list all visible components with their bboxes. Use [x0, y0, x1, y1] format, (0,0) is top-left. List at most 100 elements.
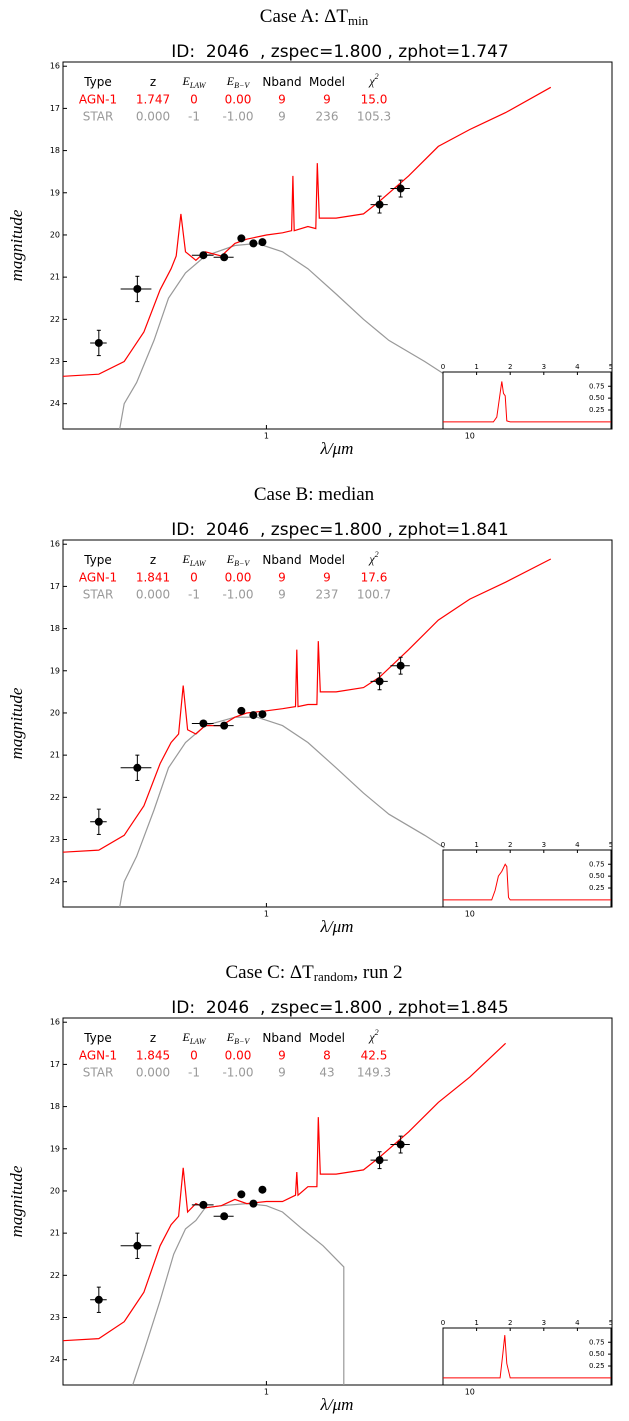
x-tick-label: 10 — [465, 910, 475, 919]
subscript: LAW — [189, 559, 207, 568]
table-cell: 105.3 — [357, 110, 391, 124]
table-cell: 0.00 — [225, 571, 252, 585]
text: z — [150, 553, 156, 567]
y-tick-label: 21 — [50, 273, 60, 282]
panel: Case C: ΔTrandom, run 2 ID: 2046 , zspec=… — [7, 962, 613, 1414]
text: , run 2 — [353, 962, 402, 983]
data-point — [237, 234, 246, 243]
table-header: Type — [83, 1031, 112, 1045]
y-tick-label: 21 — [50, 1229, 60, 1238]
table-header: ELAW — [181, 1030, 206, 1046]
panel: Case B: median ID: 2046 , zspec=1.800 , z… — [7, 484, 613, 936]
case-title: Case C: ΔTrandom, run 2 — [225, 962, 402, 984]
y-axis-label: magnitude — [7, 687, 26, 759]
table-header: χ2 — [368, 72, 378, 88]
y-tick-label: 22 — [50, 793, 60, 802]
table-cell: AGN-1 — [79, 1049, 117, 1063]
x-tick-label: 1 — [264, 432, 269, 441]
data-point — [94, 817, 103, 826]
y-tick-label: 21 — [50, 751, 60, 760]
table-cell: STAR — [83, 588, 114, 602]
table-cell: 1.747 — [136, 93, 170, 107]
table-header: Model — [309, 553, 345, 567]
table-cell: 149.3 — [357, 1066, 391, 1080]
data-point — [199, 1200, 208, 1209]
text: Type — [83, 75, 112, 89]
data-point — [220, 1212, 229, 1221]
inset-y-tick-label: 0.25 — [589, 1362, 605, 1370]
table-cell: -1 — [188, 588, 200, 602]
y-tick-label: 16 — [50, 62, 60, 71]
table-header: Nband — [262, 553, 301, 567]
table-cell: -1.00 — [222, 110, 253, 124]
table-cell: 237 — [316, 588, 339, 602]
data-point — [258, 1185, 267, 1194]
text: Nband — [262, 75, 301, 89]
inset-x-tick-label: 2 — [508, 841, 512, 849]
table-cell: AGN-1 — [79, 93, 117, 107]
table-cell: 15.0 — [361, 93, 388, 107]
plot-title: ID: 2046 , zspec=1.800 , zphot=1.845 — [171, 998, 509, 1018]
y-tick-label: 17 — [50, 582, 60, 591]
y-tick-label: 23 — [50, 357, 60, 366]
data-point — [199, 719, 208, 728]
table-cell: 0.000 — [136, 1066, 170, 1080]
inset-y-tick-label: 0.50 — [589, 394, 605, 402]
text: E — [226, 74, 235, 88]
table-cell: -1.00 — [222, 588, 253, 602]
subscript: min — [348, 13, 369, 28]
table-cell: 9 — [278, 588, 286, 602]
text: E — [181, 552, 190, 566]
y-tick-label: 19 — [50, 666, 60, 675]
text: Type — [83, 1031, 112, 1045]
text: Case B: median — [254, 484, 375, 505]
superscript: 2 — [375, 550, 379, 559]
table-header: Nband — [262, 1031, 301, 1045]
inset-x-tick-label: 2 — [508, 1319, 512, 1327]
inset-y-tick-label: 0.50 — [589, 1350, 605, 1358]
case-title: Case B: median — [254, 484, 375, 505]
y-tick-label: 19 — [50, 188, 60, 197]
y-tick-label: 22 — [50, 315, 60, 324]
table-cell: 0.000 — [136, 588, 170, 602]
table-cell: 9 — [323, 571, 331, 585]
text: Case A: ΔT — [260, 6, 349, 27]
table-cell: 0.000 — [136, 110, 170, 124]
table-header: z — [150, 75, 156, 89]
inset-x-tick-label: 3 — [542, 841, 546, 849]
inset-x-tick-label: 0 — [441, 1319, 445, 1327]
data-point — [199, 251, 208, 260]
table-header: EB−V — [226, 1030, 251, 1046]
data-point — [237, 706, 246, 715]
text: χ — [368, 1030, 375, 1044]
table-header: z — [150, 1031, 156, 1045]
y-tick-label: 17 — [50, 1060, 60, 1069]
x-tick-label: 10 — [465, 1388, 475, 1397]
x-tick-label: 1 — [264, 910, 269, 919]
y-tick-label: 18 — [50, 146, 60, 155]
data-point — [249, 239, 258, 248]
text: Nband — [262, 553, 301, 567]
text: Case C: ΔT — [225, 962, 314, 983]
data-point — [133, 763, 142, 772]
inset-frame — [442, 849, 612, 908]
table-header: z — [150, 553, 156, 567]
y-tick-label: 18 — [50, 1102, 60, 1111]
inset-y-tick-label: 0.25 — [589, 406, 605, 414]
table-cell: 9 — [278, 1049, 286, 1063]
table-cell: STAR — [83, 110, 114, 124]
inset-x-tick-label: 3 — [542, 363, 546, 371]
y-tick-label: 20 — [50, 708, 60, 717]
pdf-curve — [443, 1335, 611, 1379]
y-tick-label: 22 — [50, 1271, 60, 1280]
pdf-curve — [443, 863, 611, 901]
data-point — [258, 710, 267, 719]
case-title: Case A: ΔTmin — [260, 6, 369, 28]
text: Model — [309, 1031, 345, 1045]
table-cell: 0 — [190, 93, 198, 107]
table-cell: -1 — [188, 110, 200, 124]
y-tick-label: 20 — [50, 1186, 60, 1195]
table-cell: 0 — [190, 571, 198, 585]
inset-y-tick-label: 0.75 — [589, 382, 605, 390]
data-point — [220, 253, 229, 262]
